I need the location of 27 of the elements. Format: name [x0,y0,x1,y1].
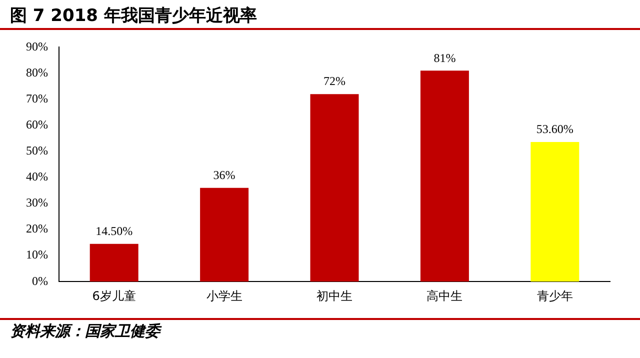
bar [420,70,469,282]
y-tick-label: 80% [26,65,48,80]
y-tick-label: 20% [26,222,48,236]
data-label: 72% [324,74,346,88]
bar [200,188,249,282]
data-label: 14.50% [96,224,133,238]
x-tick-label: 高中生 [426,288,463,303]
data-label: 81% [434,50,456,65]
y-tick-label: 60% [26,117,48,132]
y-tick-label: 40% [26,170,48,184]
x-tick-label: 初中生 [316,288,352,303]
y-tick-label: 10% [26,248,48,262]
y-tick-label: 70% [26,91,48,106]
bar [310,94,359,282]
data-label: 53.60% [536,122,574,136]
y-tick-label: 50% [26,144,48,158]
text: 资料来源：国家卫健委 [10,322,160,341]
x-tick-label: 青少年 [536,288,573,303]
data-label: 36% [213,168,236,182]
y-tick-label: 0% [32,274,48,288]
bar [530,142,580,282]
chart-title: 图 7 2018 年我国青少年近视率 [10,5,257,27]
y-tick-label: 30% [26,196,48,210]
y-tick-label: 90% [26,39,48,54]
bar [90,244,138,282]
x-tick-label: 小学生 [206,288,242,303]
x-tick-label: 6岁儿童 [92,288,136,303]
